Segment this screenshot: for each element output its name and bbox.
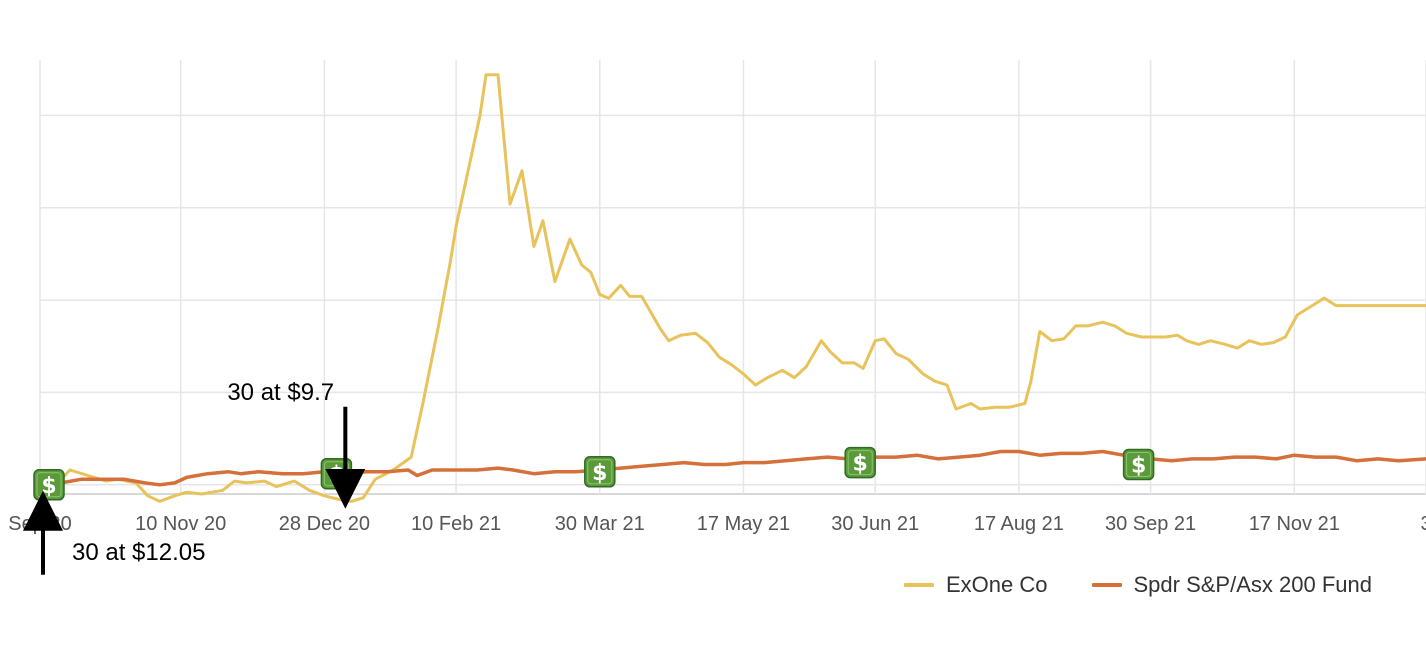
x-tick-label: 17 Aug 21	[974, 513, 1064, 535]
legend-label-spdr: Spdr S&P/Asx 200 Fund	[1133, 572, 1372, 597]
svg-text:$: $	[41, 474, 56, 499]
annotations: 30 at $12.05 30 at $9.7	[23, 379, 366, 575]
legend-label-exone: ExOne Co	[946, 572, 1048, 597]
dollar-bill-icon[interactable]: $	[1122, 448, 1155, 481]
x-tick-label: 10 Feb 21	[411, 513, 501, 535]
legend-swatch-exone	[904, 583, 934, 587]
x-tick-label: 28 Dec 20	[279, 513, 370, 535]
legend-swatch-spdr	[1091, 583, 1122, 587]
svg-text:$: $	[1131, 454, 1146, 479]
dollar-bill-icon[interactable]: $	[844, 446, 876, 479]
svg-text:$: $	[592, 461, 607, 486]
x-tick-label: Sep 20	[8, 513, 71, 535]
svg-text:$: $	[329, 463, 344, 488]
series-line-1	[38, 449, 1426, 487]
dollar-bill-icon[interactable]: $	[584, 456, 616, 488]
x-tick-label: 17 Nov 21	[1249, 513, 1340, 535]
x-tick-label: 30 Jun 21	[831, 513, 919, 535]
annotation-label: 30 at $12.05	[72, 539, 205, 566]
grid	[39, 60, 1426, 495]
legend-item-exone[interactable]: ExOne Co	[904, 572, 1048, 598]
legend-item-spdr[interactable]: Spdr S&P/Asx 200 Fund	[1091, 572, 1372, 598]
series-line-0	[38, 73, 1426, 503]
x-tick-label: 30 Sep 21	[1105, 513, 1196, 535]
annotation-label: 30 at $9.7	[227, 379, 334, 406]
x-axis-tick-labels: Sep 20 10 Nov 20 28 Dec 20 10 Feb 21 30 Mar …	[8, 513, 1426, 535]
legend: ExOne Co Spdr S&P/Asx 200 Fund	[904, 572, 1372, 598]
svg-text:$: $	[853, 452, 868, 477]
x-tick-label: 3	[1420, 513, 1426, 535]
dollar-bill-icon[interactable]: $	[33, 469, 65, 501]
x-tick-label: 10 Nov 20	[135, 513, 226, 535]
x-tick-label: 30 Mar 21	[555, 513, 645, 535]
x-tick-label: 17 May 21	[697, 513, 790, 535]
series-lines	[38, 73, 1426, 503]
